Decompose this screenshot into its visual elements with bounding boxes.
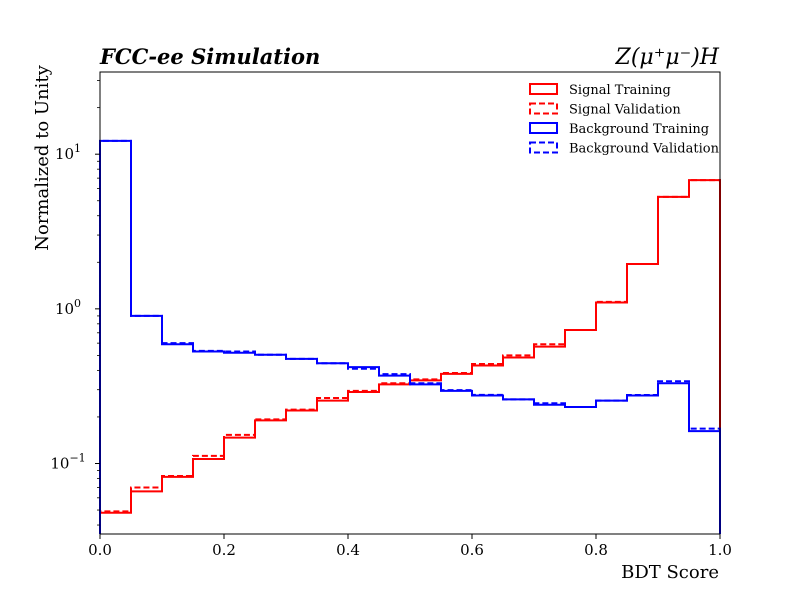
x-tick-label: 0.6 [460, 541, 484, 559]
legend-swatch [529, 102, 558, 115]
series-signal-validation [99, 179, 721, 534]
x-tick-label: 1.0 [708, 541, 732, 559]
x-tick-label: 0.0 [88, 541, 112, 559]
legend-label: Signal Validation [569, 103, 681, 118]
y-tick-label: 101 [55, 142, 81, 163]
y-axis-label: Normalized to Unity [32, 64, 53, 250]
axis-ticks-layer: 0.0 0.2 0.4 0.6 0.8 1.0 10−1 100 101 [50, 80, 732, 559]
legend-label: Background Training [569, 122, 709, 137]
legend-label: Signal Training [569, 83, 671, 98]
legend-swatch [529, 83, 558, 95]
series-background-validation [99, 139, 721, 534]
chart-title-left: FCC-ee Simulation [99, 44, 320, 69]
y-tick-label: 10−1 [50, 451, 85, 472]
plot-frame [99, 71, 721, 535]
x-tick-label: 0.8 [584, 541, 608, 559]
histogram-series-layer [99, 139, 721, 534]
x-tick-label: 0.4 [336, 541, 360, 559]
legend-swatch [529, 141, 558, 154]
chart-title-right: Z(μ⁺μ⁻)H [615, 45, 720, 70]
legend-swatch [529, 122, 558, 134]
legend-label: Background Validation [569, 142, 720, 157]
legend: Signal Training Signal Validation Backgrou… [529, 83, 720, 157]
x-axis-label: BDT Score [621, 562, 719, 583]
series-signal-training [99, 179, 721, 534]
y-tick-label: 100 [55, 297, 81, 318]
x-tick-label: 0.2 [212, 541, 236, 559]
